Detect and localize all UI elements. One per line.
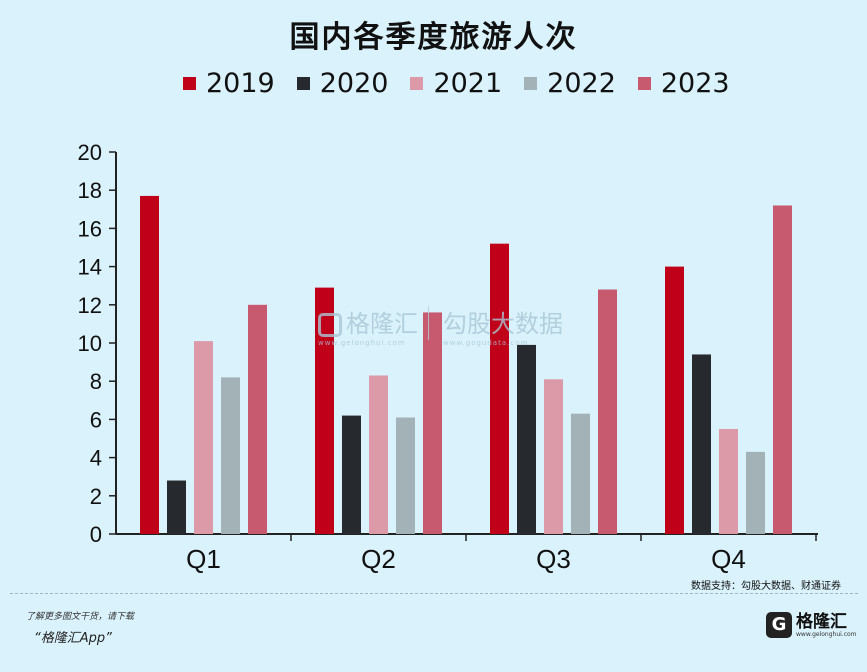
y-tick-label: 8 <box>90 369 102 394</box>
legend-item-2022: 2022 <box>524 67 616 99</box>
bar-2020-Q4 <box>692 354 711 534</box>
bar-2021-Q2 <box>369 375 388 534</box>
bar-2020-Q3 <box>517 344 536 534</box>
y-tick-label: 2 <box>90 484 102 509</box>
watermark-secondary-text: 勾股大数据 <box>443 310 563 338</box>
bar-2021-Q1 <box>194 341 213 534</box>
bar-2022-Q3 <box>571 413 590 534</box>
footer-divider <box>10 593 858 594</box>
watermark-brand: 格隆汇 www.gelonghui.com <box>318 304 418 347</box>
bar-2022-Q4 <box>746 451 765 534</box>
y-tick-label: 10 <box>78 331 102 356</box>
bar-2022-Q1 <box>221 377 240 534</box>
bar-chart: 0 2 4 6 8 10 12 14 16 18 20 Q1 Q2 Q3 Q4 <box>78 140 818 574</box>
footer-logo-site: www.gelonghui.com <box>796 630 857 638</box>
legend-swatch <box>183 76 196 90</box>
y-tick-label: 14 <box>78 255 102 280</box>
bar-2019-Q1 <box>140 195 159 534</box>
legend-item-2021: 2021 <box>410 67 503 99</box>
legend-label: 2020 <box>319 67 389 99</box>
y-tick-label: 6 <box>90 407 102 432</box>
legend-item-2020: 2020 <box>296 67 389 99</box>
bar-2019-Q3 <box>490 243 509 534</box>
chart-legend: 2019 2020 2021 2022 2023 <box>183 67 730 99</box>
x-tick-label: Q4 <box>711 544 746 574</box>
gelonghui-logo-icon <box>318 313 342 337</box>
watermark-secondary: 勾股大数据 www.gogudata.com <box>443 304 563 347</box>
bar-2022-Q2 <box>396 417 415 534</box>
watermark-brand-site: www.gelonghui.com <box>318 339 406 347</box>
bar-2019-Q4 <box>665 266 684 534</box>
footer-logo-text: 格隆汇 <box>796 611 847 632</box>
legend-swatch <box>524 76 538 90</box>
chart-title: 国内各季度旅游人次 <box>289 20 578 55</box>
legend-item-2019: 2019 <box>183 67 275 99</box>
legend-swatch <box>410 76 424 90</box>
legend-swatch <box>296 76 310 90</box>
legend-label: 2022 <box>547 67 616 99</box>
y-tick-label: 4 <box>90 446 102 471</box>
bar-2021-Q3 <box>544 379 563 534</box>
y-tick-label: 20 <box>78 140 102 165</box>
gelonghui-logo-icon: G <box>766 612 792 638</box>
footer-tagline: 了解更多图文干货，请下载 <box>26 612 135 622</box>
bar-2023-Q1 <box>248 304 267 534</box>
legend-item-2023: 2023 <box>637 67 730 99</box>
legend-label: 2019 <box>206 67 275 99</box>
watermark-secondary-site: www.gogudata.com <box>443 339 529 347</box>
bar-2023-Q4 <box>773 205 792 535</box>
bar-2023-Q2 <box>423 312 442 534</box>
x-tick-label: Q1 <box>186 544 221 574</box>
y-tick-label: 18 <box>78 178 102 203</box>
bar-2020-Q1 <box>167 480 186 534</box>
legend-label: 2021 <box>433 67 503 99</box>
x-tick-label: Q2 <box>361 544 396 574</box>
watermark-brand-text: 格隆汇 <box>346 310 418 338</box>
bar-2019-Q2 <box>315 287 334 534</box>
legend-label: 2023 <box>660 67 730 99</box>
legend-swatch <box>637 76 651 90</box>
bar-2021-Q4 <box>719 428 738 534</box>
y-tick-label: 0 <box>90 522 102 547</box>
footer-app-name: “格隆汇App” <box>34 631 112 646</box>
y-tick-label: 16 <box>78 216 102 241</box>
y-tick-label: 12 <box>78 293 102 318</box>
source-note: 数据支持：勾股大数据、财通证券 <box>691 581 841 592</box>
footer-logo: G 格隆汇 www.gelonghui.com <box>766 612 857 638</box>
x-tick-label: Q3 <box>536 544 571 574</box>
watermark-divider <box>428 306 429 340</box>
bar-2020-Q2 <box>342 415 361 534</box>
bar-2023-Q3 <box>598 289 617 534</box>
